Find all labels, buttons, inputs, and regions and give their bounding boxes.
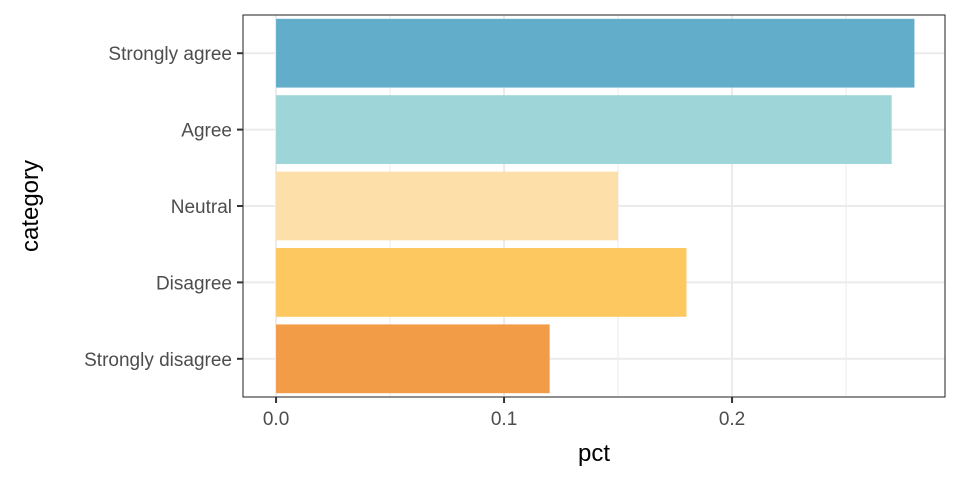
y-tick-label: Strongly disagree [84,350,232,371]
y-tick-label: Strongly agree [108,44,232,65]
x-tick-label: 0.2 [719,409,745,430]
y-axis: Strongly agree Agree Neutral Disagree Strong… [84,44,243,371]
x-tick-label: 0.1 [491,409,517,430]
bar [276,18,915,88]
bar [276,171,619,241]
y-axis-title: category [17,160,44,252]
bar [276,248,687,317]
x-tick-label: 0.0 [263,409,289,430]
y-tick-label: Agree [181,121,232,142]
y-tick-label: Disagree [156,273,232,294]
bar [276,324,550,394]
x-axis: 0.0 0.1 0.2 [263,397,745,430]
bars [276,18,915,394]
x-axis-title: pct [578,440,610,467]
bar [276,95,892,164]
y-tick-label: Neutral [171,197,232,218]
